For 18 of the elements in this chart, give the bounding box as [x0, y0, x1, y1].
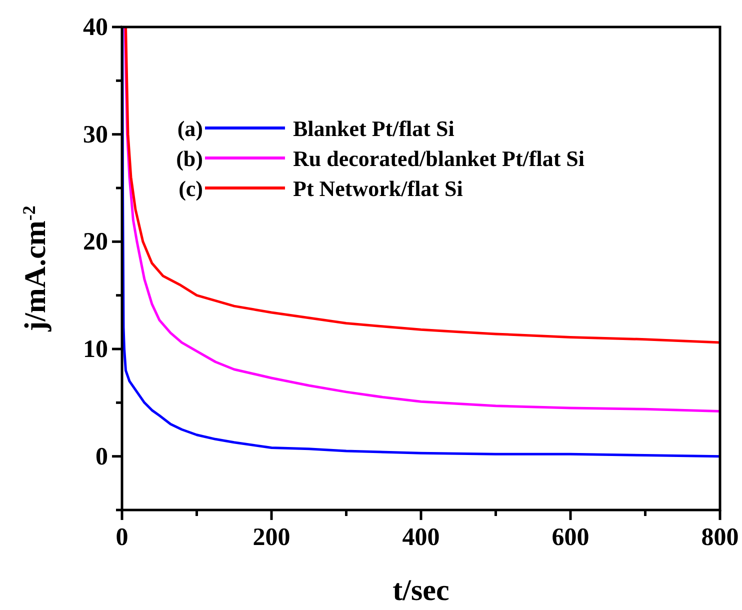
x-tick-label: 200	[252, 524, 290, 551]
x-tick-label: 600	[552, 524, 590, 551]
line-series	[124, 27, 720, 344]
x-tick-label: 0	[116, 524, 128, 551]
legend-label: Ru decorated/blanket Pt/flat Si	[293, 146, 584, 171]
y-tick-label: 0	[96, 443, 108, 470]
legend-label: Blanket Pt/flat Si	[293, 116, 454, 141]
annotation: (b)	[176, 146, 203, 171]
x-axis-title: t/sec	[392, 574, 450, 607]
y-tick-label: 20	[83, 228, 108, 256]
x-tick-label: 400	[402, 524, 440, 551]
x-tick-label: 800	[701, 524, 739, 551]
legend-label: Pt Network/flat Si	[293, 176, 463, 201]
annotation: (a)	[177, 116, 203, 141]
y-tick-label: 30	[83, 121, 108, 148]
annotation: (c)	[178, 176, 203, 201]
y-tick-label: 10	[83, 336, 108, 363]
y-tick-label: 40	[83, 14, 108, 41]
